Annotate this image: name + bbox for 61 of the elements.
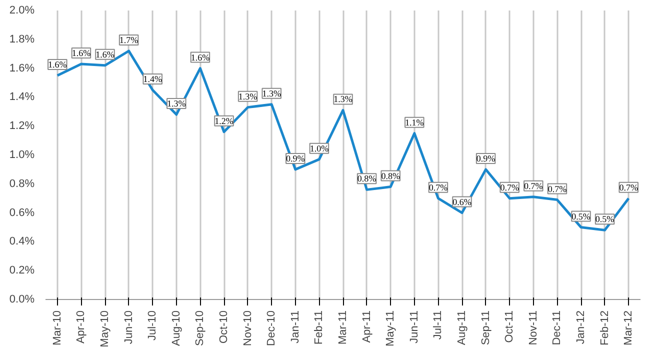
- data-label: 0.9%: [286, 153, 306, 164]
- data-label: 1.3%: [334, 94, 353, 104]
- data-label: 0.8%: [381, 170, 400, 181]
- x-tick-label: Apr-10: [75, 310, 88, 344]
- data-label: 1.3%: [167, 98, 186, 109]
- data-label: 0.7%: [619, 182, 638, 192]
- data-label: 1.3%: [238, 91, 258, 102]
- y-tick-label: 0.4%: [9, 236, 35, 248]
- y-tick-label: 1.2%: [9, 120, 35, 132]
- x-tick-label: Sep-10: [194, 310, 206, 346]
- y-tick-label: 2.0%: [9, 4, 35, 16]
- x-tick-label: Aug-11: [456, 310, 468, 346]
- data-label: 0.5%: [572, 211, 591, 222]
- x-tick-label: Feb-11: [313, 310, 326, 345]
- y-tick-label: 1.0%: [9, 149, 35, 161]
- data-label: 1.1%: [405, 117, 424, 128]
- x-tick-label: Mar-11: [337, 310, 349, 345]
- data-label: 1.7%: [119, 34, 139, 45]
- y-tick-label: 1.8%: [9, 33, 35, 46]
- data-label: 0.5%: [595, 214, 615, 224]
- x-tick-label: Sep-11: [480, 310, 492, 346]
- data-label: 0.7%: [548, 184, 568, 194]
- data-label: 1.3%: [262, 88, 282, 98]
- x-tick-label: May-11: [384, 310, 397, 346]
- x-tick-label: Apr-11: [360, 310, 373, 343]
- x-tick-label: Oct-10: [218, 310, 230, 344]
- data-label: 1.6%: [72, 48, 92, 58]
- x-tick-label: Jul-10: [146, 310, 159, 340]
- x-tick-label: Nov-10: [242, 310, 254, 346]
- x-tick-label: Jul-11: [432, 310, 444, 340]
- x-tick-label: May-10: [99, 310, 111, 348]
- x-tick-label: Nov-11: [527, 310, 540, 346]
- x-tick-label: Oct-11: [504, 310, 516, 343]
- data-label: 1.4%: [143, 74, 162, 84]
- x-tick-label: Aug-10: [170, 310, 182, 346]
- x-tick-label: Jan-11: [289, 310, 302, 344]
- y-tick-label: 0.8%: [9, 178, 35, 190]
- data-label: 1.6%: [96, 49, 115, 60]
- x-tick-label: Mar-10: [51, 310, 64, 346]
- data-label: 0.7%: [500, 182, 520, 192]
- data-label: 1.6%: [190, 52, 210, 62]
- data-label: 1.2%: [214, 116, 234, 126]
- data-label: 0.6%: [452, 196, 472, 207]
- data-label: 1.6%: [48, 60, 68, 70]
- data-label: 1.0%: [310, 143, 330, 154]
- y-tick-label: 1.6%: [9, 62, 35, 74]
- data-label: 0.7%: [524, 180, 544, 191]
- y-tick-label: 0.2%: [9, 264, 35, 277]
- y-tick-label: 0.6%: [9, 206, 35, 219]
- x-tick-label: Jan-12: [575, 310, 587, 344]
- y-tick-label: 0.0%: [9, 294, 35, 306]
- x-tick-label: Jun-10: [122, 310, 135, 344]
- data-label: 0.8%: [357, 174, 377, 184]
- data-label: 0.7%: [428, 182, 448, 192]
- x-tick-label: Jun-11: [408, 310, 420, 344]
- x-tick-label: Dec-10: [266, 310, 278, 346]
- x-tick-label: Feb-12: [598, 310, 611, 346]
- x-tick-label: Mar-12: [622, 310, 635, 346]
- data-label: 0.9%: [476, 153, 496, 164]
- y-tick-label: 1.4%: [9, 91, 35, 104]
- x-tick-label: Dec-11: [551, 310, 564, 346]
